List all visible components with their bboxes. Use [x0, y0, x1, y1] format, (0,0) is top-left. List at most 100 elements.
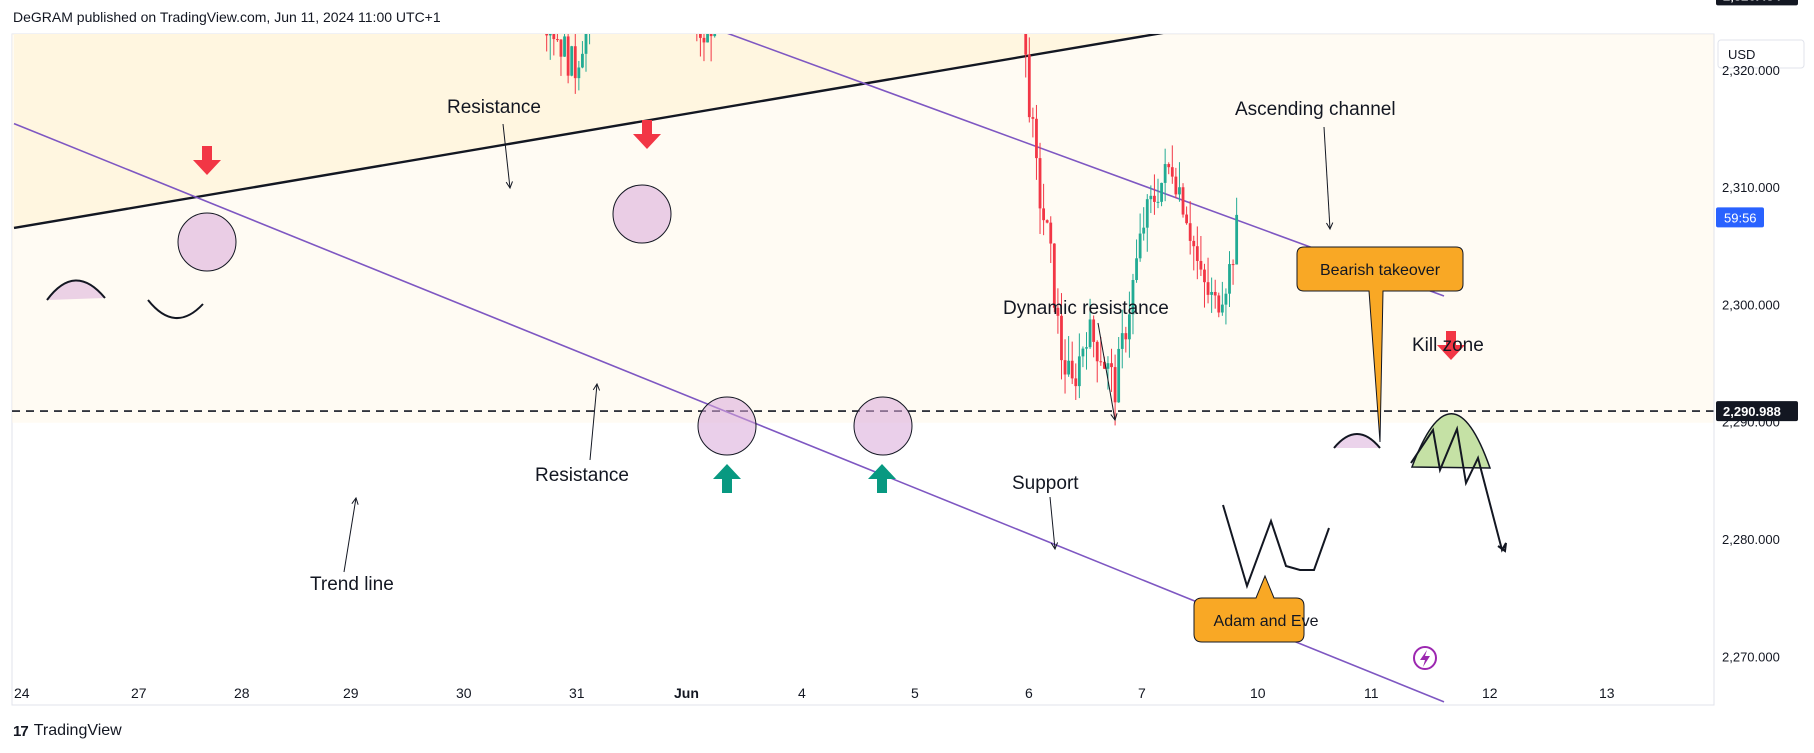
price-axis[interactable]: USD [1713, 34, 1814, 705]
candle [1135, 239, 1138, 283]
candle [1163, 148, 1167, 202]
candles-layer [538, 0, 1239, 426]
ascending-channel-pointer [1323, 126, 1331, 230]
candle [1174, 167, 1178, 199]
x-tick-label: 10 [1250, 685, 1266, 701]
x-tick-label: 24 [14, 685, 30, 701]
candle [573, 34, 577, 94]
candle [552, 34, 556, 56]
candle [1088, 298, 1092, 349]
candle [542, 6, 545, 32]
dynamic-resistance-pointer [1097, 322, 1116, 421]
candle [1210, 277, 1214, 313]
x-tick-label: 6 [1025, 685, 1033, 701]
candle [1178, 162, 1181, 202]
candle [728, 0, 731, 4]
candle [717, 0, 720, 13]
candle [1231, 259, 1235, 285]
tradingview-logo-icon: 17 [13, 722, 29, 740]
buy-arrow-icon [713, 464, 741, 493]
candle [1027, 37, 1031, 123]
candle [1142, 207, 1146, 241]
candle [1049, 216, 1053, 264]
sell-arrow-icon [193, 146, 221, 175]
support-pointer [1049, 496, 1056, 550]
candle [1235, 197, 1239, 265]
candle [1067, 336, 1071, 377]
resistance-mid-pointer [589, 383, 598, 461]
sell-arrow-icon [1437, 331, 1465, 360]
candle [566, 34, 570, 84]
candle [1195, 226, 1199, 280]
candle [702, 34, 706, 62]
y-tick-label: 2,310.000 [1722, 180, 1780, 195]
x-tick-label: 29 [343, 685, 359, 701]
adam-and-eve-text: Adam and Eve [1214, 613, 1319, 630]
candle [581, 41, 584, 69]
publish-info: DeGRAM published on TradingView.com, Jun… [13, 9, 441, 25]
shapes-layer [46, 120, 1507, 590]
kill-zone-label: Kill zone [1412, 335, 1484, 356]
candle [1217, 292, 1221, 318]
buy-arrow-icon [868, 464, 896, 493]
candle [538, 0, 541, 29]
candle [1188, 201, 1192, 255]
candle [1106, 356, 1110, 390]
candle [1228, 251, 1231, 307]
candle [595, 0, 598, 1]
candle [1077, 333, 1081, 399]
arc-top-left [46, 279, 106, 301]
x-tick-label: Jun [674, 685, 699, 701]
dynamic-resistance-label: Dynamic resistance [1003, 298, 1169, 319]
candle [1224, 288, 1228, 325]
support-label: Support [1012, 473, 1079, 494]
candle [570, 45, 574, 77]
price-label-box [1716, 401, 1798, 422]
range-fill [12, 34, 1714, 423]
candle [556, 34, 559, 42]
candle [1110, 348, 1113, 392]
candle [577, 60, 581, 91]
candle [559, 39, 563, 76]
candle [1170, 145, 1174, 184]
ascending-channel-lower-line[interactable] [13, 0, 1444, 230]
highlight-circle-1 [177, 212, 237, 272]
candle [1199, 235, 1203, 277]
currency-button[interactable] [1717, 39, 1805, 69]
x-tick-label: 31 [569, 685, 585, 701]
candle [706, 34, 709, 43]
currency-label: USD [1728, 47, 1755, 62]
trend-line-label: Trend line [310, 574, 394, 595]
highlight-circle-4 [853, 396, 913, 456]
candle [709, 34, 713, 62]
x-tick-label: 28 [234, 685, 250, 701]
candle [1117, 337, 1121, 403]
x-tick-label: 4 [798, 685, 806, 701]
candle [1131, 273, 1135, 335]
candle [1220, 281, 1224, 316]
adam-eve-pattern [1222, 504, 1330, 590]
candle [1156, 178, 1160, 209]
x-ticks: 24 27 28 29 30 31 Jun 4 5 6 7 10 11 12 13 [14, 685, 1615, 701]
price-label: 2,290.988 [1723, 404, 1781, 419]
tradingview-logo[interactable]: 17 TradingView [13, 722, 122, 740]
candle [589, 34, 591, 45]
countdown-box [1716, 207, 1764, 228]
dynamic-resistance-line[interactable] [14, 0, 1445, 297]
x-tick-label: 12 [1482, 685, 1498, 701]
candle [1081, 346, 1085, 368]
candle [1138, 213, 1142, 262]
candle [1181, 183, 1185, 218]
channel-layer [12, 34, 1714, 423]
candle [1038, 142, 1042, 234]
arc-bearish [1333, 433, 1381, 449]
lightning-icon[interactable] [1413, 646, 1437, 670]
tradingview-brand: TradingView [33, 722, 122, 739]
x-tick-label: 7 [1138, 685, 1146, 701]
candle [713, 34, 717, 38]
candle [1145, 194, 1149, 252]
bearish-takeover-text: Bearish takeover [1320, 262, 1441, 279]
candle [699, 34, 702, 57]
